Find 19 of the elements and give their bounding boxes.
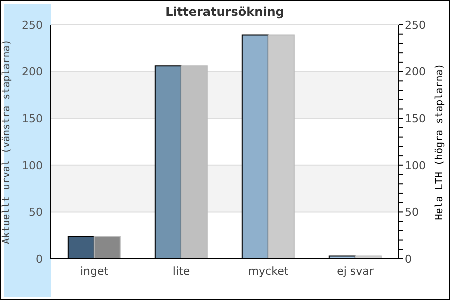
y2-tick-label: 0: [405, 252, 412, 266]
chart-title: Litteratursökning: [164, 5, 286, 19]
y-tick-label: 100: [22, 159, 43, 172]
x-tick-label: ej svar: [337, 264, 374, 278]
y-tick-label: 0: [36, 252, 43, 266]
y-tick-label: 150: [22, 112, 43, 126]
y2-tick-label: 100: [405, 159, 426, 172]
y2-axis-title: Hela LTH (högra staplarna): [434, 64, 446, 220]
y-tick-label: 50: [29, 206, 43, 220]
y2-tick-label: 50: [405, 206, 419, 220]
y-tick-label: 250: [22, 18, 43, 32]
y2-tick-label: 200: [405, 66, 426, 79]
y2-tick-label: 150: [405, 112, 426, 126]
x-tick-label: mycket: [248, 264, 290, 278]
y-axis-title: Aktuellt urval (vänstra staplarna): [2, 40, 13, 244]
x-tick-label: lite: [172, 264, 190, 278]
x-tick-label: inget: [80, 264, 110, 278]
y-tick-label: 200: [22, 66, 43, 79]
y2-tick-label: 250: [405, 18, 426, 32]
